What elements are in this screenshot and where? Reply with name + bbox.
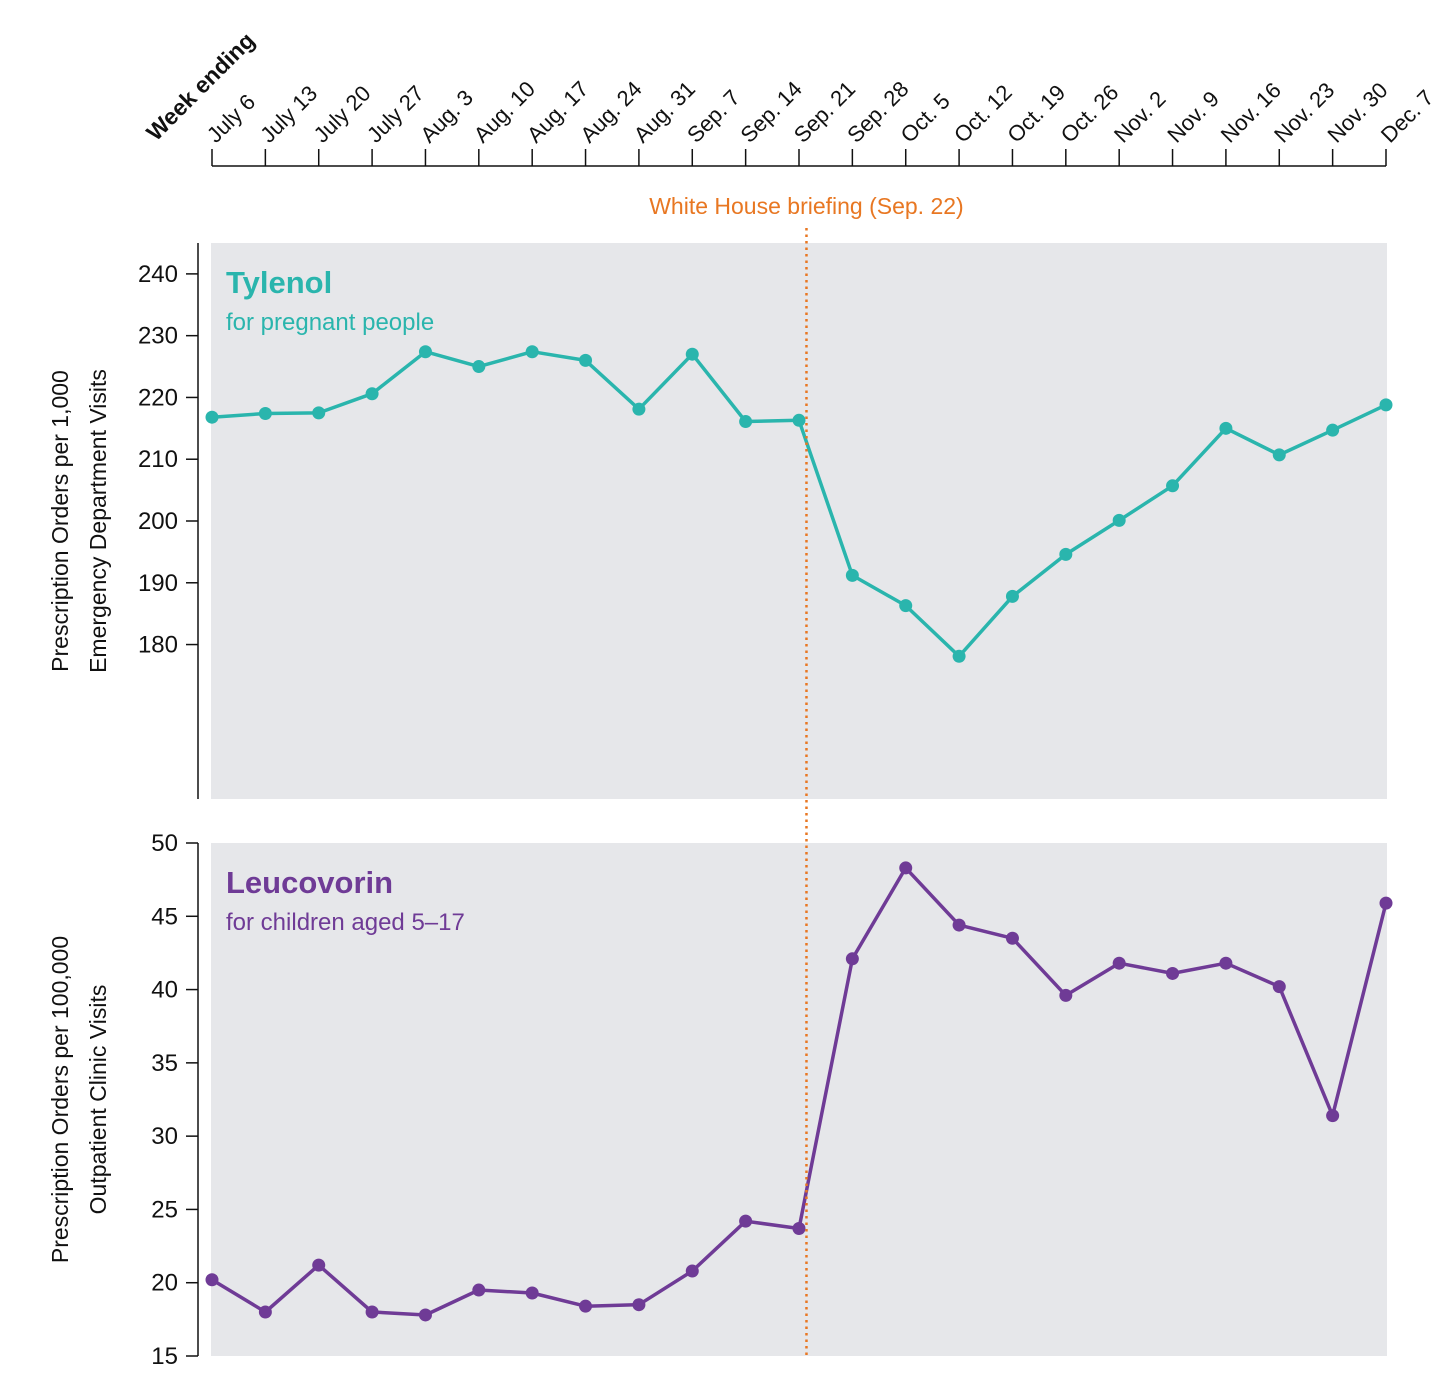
leucovorin-y-tick-label: 45	[151, 903, 178, 930]
annotation-layer: White House briefing (Sep. 22)	[649, 193, 964, 219]
leucovorin-data-point	[1379, 896, 1393, 910]
tylenol-data-point	[1272, 448, 1286, 462]
x-tick-label: July 13	[255, 81, 322, 148]
leucovorin-data-point	[685, 1264, 699, 1278]
tylenol-data-point	[525, 345, 539, 359]
leucovorin-data-point	[365, 1305, 379, 1319]
tylenol-y-tick-label: 240	[138, 261, 178, 288]
tylenol-data-point	[1219, 421, 1233, 435]
leucovorin-panel-title: Leucovorin	[226, 865, 393, 900]
leucovorin-y-tick-label: 50	[151, 830, 178, 857]
tylenol-panel-title: Tylenol	[226, 265, 332, 300]
leucovorin-panel: 15 20 25 30 35 40 45 50 Prescription Orders per …	[47, 830, 1393, 1370]
leucovorin-y-tick-label: 20	[151, 1270, 178, 1297]
x-tick-label: July 6	[202, 89, 260, 147]
tylenol-data-point	[1005, 589, 1019, 603]
leucovorin-data-point	[1005, 931, 1019, 945]
tylenol-data-point	[472, 360, 486, 374]
tylenol-data-point	[1166, 479, 1180, 493]
tylenol-y-tick-label: 180	[138, 632, 178, 659]
leucovorin-data-point	[1272, 980, 1286, 994]
x-tick-label: July 20	[309, 81, 376, 148]
tylenol-y-tick-label: 230	[138, 323, 178, 350]
tylenol-y-axis-title-line1: Prescription Orders per 1,000	[47, 370, 73, 672]
leucovorin-data-point	[525, 1286, 539, 1300]
tylenol-panel: 180 190 200 210 220 230 240 Prescription Orders…	[47, 243, 1393, 799]
tylenol-data-point	[685, 347, 699, 361]
leucovorin-y-tick-label: 30	[151, 1123, 178, 1150]
tylenol-data-point	[579, 353, 593, 367]
tylenol-data-point	[952, 649, 966, 663]
leucovorin-plot-background	[211, 843, 1387, 1356]
tylenol-data-point	[365, 387, 379, 401]
leucovorin-data-point	[1166, 966, 1180, 980]
tylenol-plot-background	[211, 243, 1387, 799]
x-tick-label: Oct. 12	[949, 80, 1017, 148]
tylenol-y-tick-label: 210	[138, 446, 178, 473]
tylenol-data-point	[739, 415, 753, 429]
tylenol-y-tick-label: 190	[138, 570, 178, 597]
leucovorin-y-tick-label: 15	[151, 1343, 178, 1370]
leucovorin-data-point	[258, 1305, 272, 1319]
tylenol-data-point	[632, 402, 646, 416]
tylenol-data-point	[1112, 513, 1126, 527]
leucovorin-y-tick-label: 35	[151, 1050, 178, 1077]
leucovorin-y-axis-title-line1: Prescription Orders per 100,000	[47, 936, 73, 1263]
leucovorin-panel-subtitle: for children aged 5–17	[226, 909, 465, 936]
tylenol-y-axis-title-line2: Emergency Department Visits	[85, 369, 111, 673]
tylenol-panel-subtitle: for pregnant people	[226, 309, 434, 336]
leucovorin-y-tick-label: 40	[151, 977, 178, 1004]
tylenol-data-point	[845, 568, 859, 582]
tylenol-data-point	[899, 599, 913, 613]
leucovorin-data-point	[845, 952, 859, 966]
leucovorin-data-point	[1219, 956, 1233, 970]
leucovorin-data-point	[1326, 1109, 1340, 1123]
tylenol-data-point	[792, 413, 806, 427]
x-tick-label: Oct. 19	[1002, 80, 1070, 148]
x-tick-label: Nov. 9	[1162, 86, 1223, 147]
leucovorin-data-point	[1112, 956, 1126, 970]
tylenol-y-tick-label: 200	[138, 508, 178, 535]
x-axis-title: Week ending	[141, 27, 259, 145]
leucovorin-data-point	[792, 1221, 806, 1235]
tylenol-data-point	[258, 407, 272, 421]
tylenol-data-point	[205, 410, 219, 424]
tylenol-data-point	[1379, 398, 1393, 412]
leucovorin-data-point	[899, 861, 913, 875]
leucovorin-data-point	[312, 1258, 326, 1272]
leucovorin-data-point	[579, 1299, 593, 1313]
leucovorin-data-point	[739, 1214, 753, 1228]
annotation-label: White House briefing (Sep. 22)	[649, 193, 964, 219]
leucovorin-data-point	[472, 1283, 486, 1297]
tylenol-y-tick-label: 220	[138, 384, 178, 411]
leucovorin-y-tick-label: 25	[151, 1196, 178, 1223]
leucovorin-data-point	[205, 1273, 219, 1287]
tylenol-data-point	[1326, 423, 1340, 437]
x-tick-label: July 27	[362, 81, 429, 148]
tylenol-data-point	[1059, 547, 1073, 561]
leucovorin-data-point	[1059, 988, 1073, 1002]
leucovorin-data-point	[418, 1308, 432, 1322]
tylenol-data-point	[312, 406, 326, 420]
leucovorin-data-point	[952, 918, 966, 932]
leucovorin-y-axis-title-line2: Outpatient Clinic Visits	[85, 985, 111, 1215]
leucovorin-data-point	[632, 1298, 646, 1312]
tylenol-data-point	[418, 345, 432, 359]
x-tick-label: Oct. 26	[1056, 80, 1124, 148]
